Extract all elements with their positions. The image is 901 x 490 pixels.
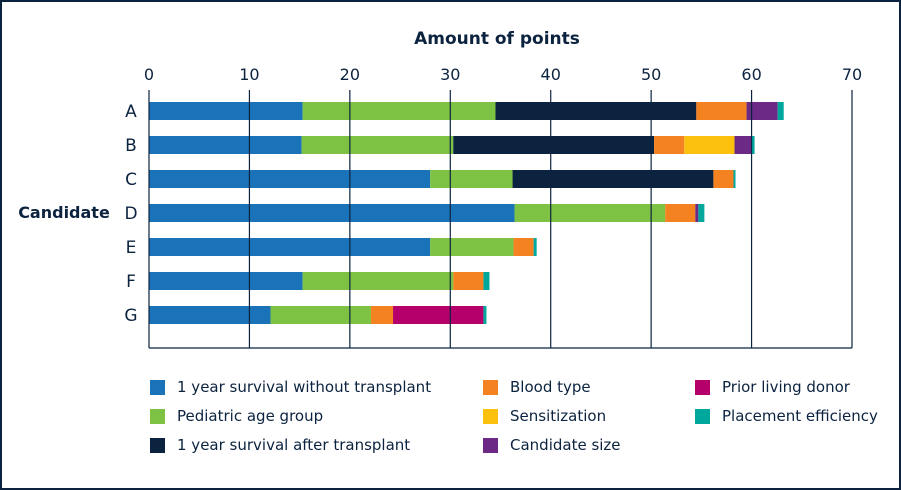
- bar-c-series-0: [149, 170, 431, 188]
- category-label-a: A: [125, 102, 137, 122]
- bar-a-series-3: [696, 102, 747, 120]
- legend-item-7: Placement efficiency: [695, 407, 878, 425]
- bar-b-series-4: [684, 136, 735, 154]
- legend-item-4: Sensitization: [483, 407, 606, 425]
- grid-lines: [148, 90, 853, 348]
- x-tick-label-70: 70: [842, 65, 862, 84]
- bar-f-series-3: [453, 272, 484, 290]
- bar-a-series-7: [777, 102, 784, 120]
- bar-f-series-0: [149, 272, 303, 290]
- bar-d-series-1: [514, 204, 666, 222]
- legend-label: Prior living donor: [722, 378, 850, 396]
- bar-e-series-7: [533, 238, 537, 256]
- bar-b-series-7: [751, 136, 755, 154]
- legend-label: Placement efficiency: [722, 407, 878, 425]
- legend-item-5: Candidate size: [483, 436, 621, 454]
- bar-a-series-0: [149, 102, 303, 120]
- x-tick-label-20: 20: [340, 65, 360, 84]
- bar-e-series-1: [430, 238, 514, 256]
- bar-g-series-7: [483, 306, 487, 324]
- x-tick-label-60: 60: [741, 65, 761, 84]
- bar-d-series-7: [698, 204, 705, 222]
- bar-e-series-0: [149, 238, 431, 256]
- bar-d-series-0: [149, 204, 515, 222]
- bar-f-series-1: [302, 272, 454, 290]
- x-tick-labels: 0 10 20 30 40 50 60 70: [144, 65, 862, 84]
- category-label-b: B: [125, 136, 137, 156]
- category-label-g: G: [124, 306, 137, 326]
- bar-a-series-1: [302, 102, 496, 120]
- legend-item-1: Pediatric age group: [150, 407, 323, 425]
- legend-label: Sensitization: [510, 407, 607, 425]
- x-tick-label-10: 10: [239, 65, 259, 84]
- category-label-c: C: [125, 170, 137, 190]
- legend-swatch: [695, 379, 710, 395]
- bar-a-series-2: [495, 102, 697, 120]
- y-axis-label: Candidate: [18, 203, 110, 222]
- legend-swatch: [483, 437, 498, 453]
- x-tick-label-40: 40: [541, 65, 561, 84]
- bar-d-series-3: [665, 204, 696, 222]
- bar-c-series-7: [733, 170, 736, 188]
- x-tick-label-50: 50: [641, 65, 661, 84]
- bar-d-series-5: [695, 204, 699, 222]
- bar-b-series-0: [149, 136, 302, 154]
- bar-b-series-3: [654, 136, 685, 154]
- legend-swatch: [150, 437, 165, 453]
- category-label-e: E: [126, 238, 137, 258]
- legend-label: 1 year survival after transplant: [177, 436, 411, 454]
- bar-e-series-3: [513, 238, 534, 256]
- legend-label: Candidate size: [510, 436, 621, 454]
- bar-b-series-5: [734, 136, 752, 154]
- x-tick-label-30: 30: [440, 65, 460, 84]
- legend-swatch: [150, 379, 165, 395]
- legend-swatch: [483, 379, 498, 395]
- legend-swatch: [483, 408, 498, 424]
- bars-group: [149, 102, 784, 324]
- category-label-f: F: [126, 272, 136, 292]
- legend-item-0: 1 year survival without transplant: [150, 378, 431, 396]
- chart-title: Amount of points: [414, 29, 580, 49]
- bar-b-series-1: [301, 136, 454, 154]
- x-tick-label-0: 0: [144, 65, 154, 84]
- bar-g-series-1: [270, 306, 371, 324]
- legend-label: Blood type: [510, 378, 591, 396]
- category-label-d: D: [124, 204, 137, 224]
- legend-item-6: Prior living donor: [695, 378, 850, 396]
- bar-a-series-5: [746, 102, 778, 120]
- bar-c-series-2: [512, 170, 714, 188]
- bar-c-series-3: [713, 170, 734, 188]
- legend-label: 1 year survival without transplant: [177, 378, 432, 396]
- legend-swatch: [150, 408, 165, 424]
- bar-c-series-1: [430, 170, 513, 188]
- legend-swatch: [695, 408, 710, 424]
- bar-g-series-6: [393, 306, 484, 324]
- legend-label: Pediatric age group: [177, 407, 324, 425]
- legend-item-2: 1 year survival after transplant: [150, 436, 410, 454]
- bar-b-series-2: [453, 136, 655, 154]
- bar-g-series-0: [149, 306, 271, 324]
- legend-item-3: Blood type: [483, 378, 591, 396]
- bar-f-series-7: [483, 272, 490, 290]
- bar-g-series-3: [370, 306, 394, 324]
